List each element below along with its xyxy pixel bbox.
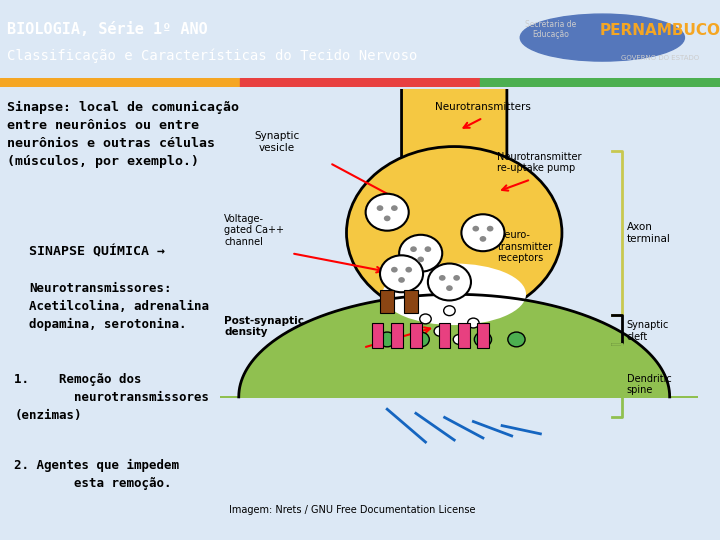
Circle shape <box>472 226 479 232</box>
Circle shape <box>412 332 429 347</box>
Circle shape <box>487 226 493 232</box>
Bar <box>391 323 402 348</box>
Text: 2. Agentes que impedem
        esta remoção.: 2. Agentes que impedem esta remoção. <box>14 458 179 490</box>
Circle shape <box>428 264 471 300</box>
Circle shape <box>391 205 397 211</box>
Text: SINAPSE QUÍMICA →: SINAPSE QUÍMICA → <box>29 246 165 259</box>
Circle shape <box>446 285 453 291</box>
Text: Axon
terminal: Axon terminal <box>626 222 670 244</box>
FancyBboxPatch shape <box>402 85 507 204</box>
Circle shape <box>454 334 464 345</box>
Circle shape <box>366 194 409 231</box>
Circle shape <box>508 332 525 347</box>
Circle shape <box>434 326 446 336</box>
Bar <box>372 323 383 348</box>
Text: 1.    Remoção dos
        neurotransmissores
(enzimas): 1. Remoção dos neurotransmissores (enzim… <box>14 373 210 422</box>
Circle shape <box>384 215 390 221</box>
Circle shape <box>405 267 412 273</box>
Text: Secretaria de
Educação: Secretaria de Educação <box>525 19 576 39</box>
Bar <box>410 323 422 348</box>
Text: BIOLOGIA, Série 1º ANO: BIOLOGIA, Série 1º ANO <box>7 22 208 37</box>
Bar <box>404 290 418 313</box>
Text: Neurotransmitters: Neurotransmitters <box>435 102 531 112</box>
Circle shape <box>474 332 492 347</box>
Circle shape <box>398 277 405 283</box>
Circle shape <box>380 255 423 292</box>
Circle shape <box>467 318 479 328</box>
Circle shape <box>391 267 397 273</box>
Text: Voltage-
gated Ca++
channel: Voltage- gated Ca++ channel <box>225 214 284 247</box>
Text: Imagem: Nrets / GNU Free Documentation License: Imagem: Nrets / GNU Free Documentation L… <box>229 505 476 515</box>
Circle shape <box>379 332 396 347</box>
Bar <box>380 290 395 313</box>
Ellipse shape <box>346 146 562 319</box>
Circle shape <box>410 246 417 252</box>
Circle shape <box>444 306 455 316</box>
Ellipse shape <box>382 264 526 325</box>
Text: Synaptic
vesicle: Synaptic vesicle <box>254 131 300 153</box>
Circle shape <box>462 214 505 251</box>
Text: Sinapse: local de comunicação
entre neurônios ou entre
neurônios e outras célula: Sinapse: local de comunicação entre neur… <box>7 101 239 168</box>
Text: Synaptic
cleft: Synaptic cleft <box>626 320 669 342</box>
Bar <box>439 323 451 348</box>
Text: Classificação e Características do Tecido Nervoso: Classificação e Características do Tecid… <box>7 49 418 63</box>
Circle shape <box>454 275 460 281</box>
Circle shape <box>425 246 431 252</box>
Circle shape <box>439 275 446 281</box>
Bar <box>477 323 489 348</box>
Bar <box>458 323 469 348</box>
Text: Neuro-
transmitter
receptors: Neuro- transmitter receptors <box>498 230 552 264</box>
Bar <box>0 78 240 87</box>
Polygon shape <box>220 294 698 397</box>
Bar <box>240 78 480 87</box>
Circle shape <box>418 256 424 262</box>
Text: PERNAMBUCO: PERNAMBUCO <box>599 23 720 38</box>
Circle shape <box>399 235 442 272</box>
Bar <box>480 78 720 87</box>
Text: Neurotransmissores:
Acetilcolina, adrenalina
dopamina, serotonina.: Neurotransmissores: Acetilcolina, adrena… <box>29 282 209 331</box>
Circle shape <box>480 236 486 242</box>
Text: Neurotransmitter
re-uptake pump: Neurotransmitter re-uptake pump <box>498 152 582 173</box>
Circle shape <box>377 205 383 211</box>
Circle shape <box>420 314 431 324</box>
Text: Dendritic
spine: Dendritic spine <box>626 374 671 395</box>
Circle shape <box>521 14 685 61</box>
Text: Post-synaptic
density: Post-synaptic density <box>225 316 305 338</box>
Text: GOVERNO DO ESTADO: GOVERNO DO ESTADO <box>621 55 699 61</box>
